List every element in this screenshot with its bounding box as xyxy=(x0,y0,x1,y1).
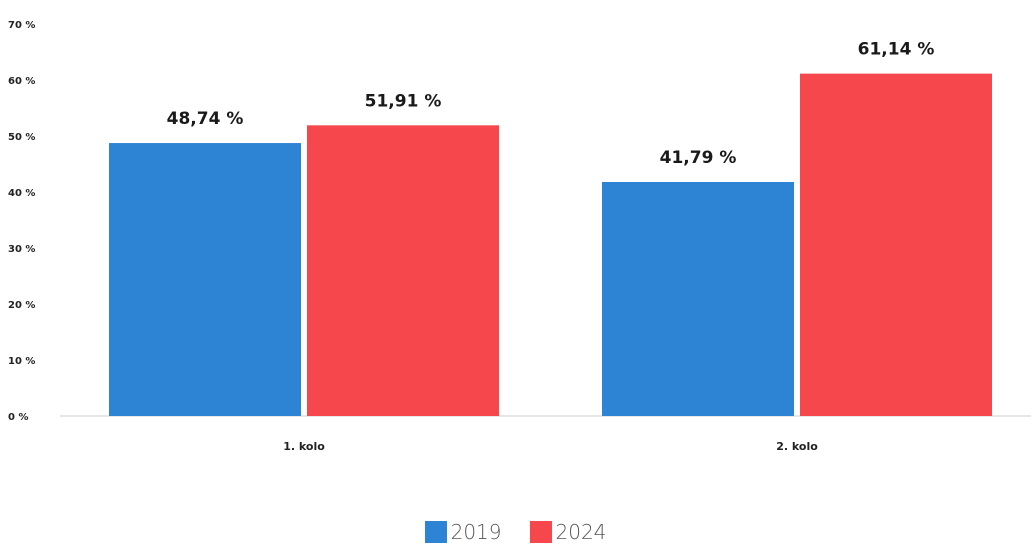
bar-2019-1 xyxy=(109,143,301,416)
x-axis: 1. kolo 2. kolo xyxy=(283,440,818,453)
y-tick-label: 70 % xyxy=(8,20,35,31)
x-category-label: 2. kolo xyxy=(776,440,818,453)
legend-swatch xyxy=(424,521,447,543)
y-tick-label: 30 % xyxy=(8,244,35,255)
y-tick-label: 50 % xyxy=(8,132,35,143)
y-tick-label: 40 % xyxy=(8,188,35,199)
data-label: 41,79 % xyxy=(660,148,737,168)
x-category-label: 1. kolo xyxy=(283,440,325,453)
legend-item-2019: 2019 xyxy=(424,520,502,544)
legend-item-2024: 2024 xyxy=(529,520,607,544)
y-tick-label: 0 % xyxy=(8,412,28,423)
data-label: 51,91 % xyxy=(365,91,442,111)
bar-2024-2 xyxy=(800,73,992,416)
bar-2024-1 xyxy=(307,125,499,416)
y-tick-label: 10 % xyxy=(8,356,35,367)
legend: 2019 2024 xyxy=(0,520,1031,544)
legend-swatch xyxy=(529,521,552,543)
y-tick-label: 60 % xyxy=(8,76,35,87)
y-tick-label: 20 % xyxy=(8,300,35,311)
y-axis: 0 % 10 % 20 % 30 % 40 % 50 % 60 % 70 % xyxy=(8,20,35,423)
bar-2019-2 xyxy=(602,181,794,416)
legend-label: 2019 xyxy=(450,520,502,544)
data-label: 48,74 % xyxy=(167,109,244,129)
legend-label: 2024 xyxy=(555,520,607,544)
data-label: 61,14 % xyxy=(858,40,935,60)
bars: 48,74 % 51,91 % 41,79 % 61,14 % xyxy=(109,40,992,416)
